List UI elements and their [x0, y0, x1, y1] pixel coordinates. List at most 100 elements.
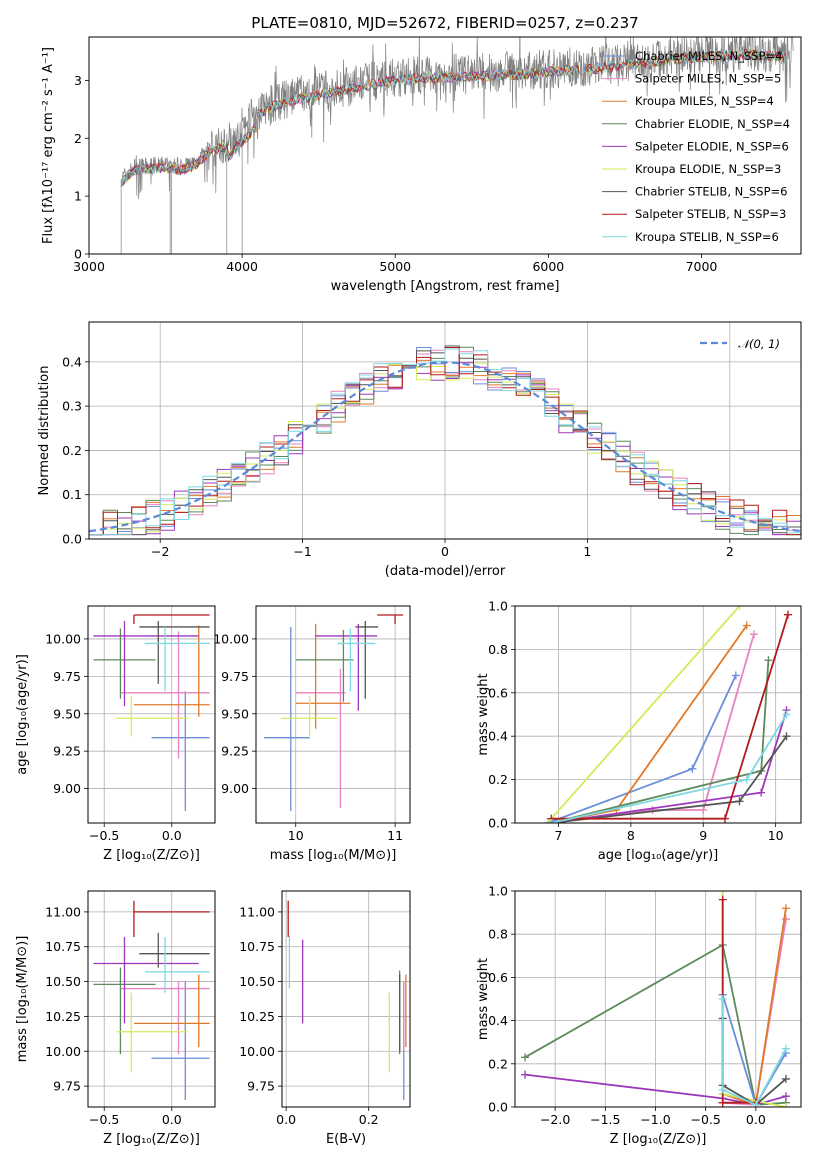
y-tick-label: 9.50: [221, 706, 249, 721]
model-spectrum-line: [121, 50, 786, 187]
y-tick-label: 9.75: [221, 669, 249, 684]
mass-weight-line: [551, 709, 788, 823]
x-tick-label: 0.0: [162, 828, 182, 843]
y-tick-label: 0.2: [488, 772, 508, 787]
mass-weight-line: [551, 624, 748, 823]
legend-label: Chabrier MILES, N_SSP=4: [635, 49, 782, 63]
plus-marker: [751, 1100, 760, 1107]
y-tick-label: 0.0: [62, 532, 82, 547]
y-tick-label: 10.00: [239, 1044, 275, 1059]
y-tick-label: 10.75: [45, 939, 81, 954]
x-tick-label: 0.0: [276, 1112, 296, 1127]
plus-marker: [781, 904, 790, 913]
legend-label: 𝒩(0, 1): [738, 337, 780, 351]
axes-frame: [514, 605, 802, 824]
plus-marker: [742, 621, 751, 630]
y-axis-label: Flux [fλ10⁻¹⁷ erg cm⁻² s⁻¹ A⁻¹]: [41, 47, 56, 244]
x-tick-label: −0.5: [89, 828, 119, 843]
x-tick-label: 0.0: [162, 1112, 182, 1127]
y-tick-label: 10.00: [213, 631, 249, 646]
panel-mass_vs_Z: −0.5 0.0 9.75 10.00 10.25 10.50 10.75 11.00 Z [l…: [15, 890, 216, 1147]
y-tick-label: 9.25: [53, 744, 81, 759]
axes-frame: [87, 890, 216, 1108]
plus-marker: [782, 732, 791, 741]
y-tick-label: 11.00: [239, 904, 275, 919]
x-tick-label: 10: [288, 828, 304, 843]
mass-weight-line: [721, 999, 787, 1106]
y-tick-label: 0.8: [488, 927, 508, 942]
residual-histogram: [89, 348, 801, 536]
mass-weight-line: [721, 899, 756, 1104]
model-spectrum-line: [121, 49, 786, 187]
y-tick-label: 0.1: [62, 487, 82, 502]
x-tick-label: 0: [441, 544, 449, 559]
y-tick-label: 0.4: [488, 1013, 508, 1028]
plus-marker: [781, 915, 790, 924]
legend-label: Kroupa ELODIE, N_SSP=3: [635, 162, 781, 176]
x-tick-label: 7: [554, 828, 562, 843]
plus-marker: [781, 1103, 790, 1107]
x-tick-label: 1: [583, 544, 591, 559]
y-tick-label: 9.75: [247, 1079, 275, 1094]
plus-marker: [718, 1085, 727, 1094]
y-tick-label: 9.50: [53, 706, 81, 721]
y-tick-label: 0.6: [488, 685, 508, 700]
plus-marker: [718, 891, 727, 895]
model-spectrum-line: [121, 49, 786, 187]
plus-marker: [735, 606, 744, 610]
x-tick-label: 3000: [73, 259, 105, 274]
x-tick-label: 6000: [532, 259, 564, 274]
plot-area: [543, 606, 792, 823]
y-tick-label: 9.25: [221, 744, 249, 759]
plus-marker: [718, 895, 727, 904]
y-axis-label: mass [log₁₀(M/M⊙)]: [15, 936, 30, 1063]
plot-area: [89, 345, 801, 536]
plus-marker: [648, 805, 657, 814]
y-tick-label: 0.4: [62, 354, 82, 369]
y-tick-label: 0.0: [488, 816, 508, 831]
plot-area: [263, 614, 404, 812]
panel-age_vs_mass: 10 11 9.00 9.25 9.50 9.75 10.00 mass [log₁₀(M/M…: [213, 605, 411, 863]
x-axis-label: Z [log₁₀(Z/Z⊙)]: [103, 1132, 200, 1147]
plot-area: [93, 900, 210, 1101]
x-tick-label: −2: [151, 544, 169, 559]
x-axis-label: mass [log₁₀(M/M⊙)]: [270, 848, 397, 863]
gaussian-curve: [89, 361, 801, 533]
axes-frame: [88, 36, 802, 255]
mass-weight-line: [721, 994, 787, 1107]
x-tick-label: −1.5: [590, 1112, 620, 1127]
y-tick-label: 0.6: [488, 970, 508, 985]
panel-residuals: −2 −1 0 1 2 0.0 0.1 0.2 0.3 0.4 (data-model)/error…: [37, 321, 802, 579]
axes-frame: [255, 605, 411, 824]
x-axis-label: E(B-V): [326, 1132, 366, 1147]
y-tick-label: 10.25: [45, 1009, 81, 1024]
y-tick-label: 1.0: [488, 884, 508, 899]
x-tick-label: 0.2: [359, 1112, 379, 1127]
y-tick-label: 0.4: [488, 729, 508, 744]
y-tick-label: 0: [74, 247, 82, 262]
y-axis-label: mass weight: [476, 958, 491, 1040]
panel-age_vs_Z: −0.5 0.0 9.00 9.25 9.50 9.75 10.00 Z [log₁₀(Z/Z…: [15, 605, 216, 863]
axes-frame: [87, 605, 216, 824]
x-tick-label: 7000: [686, 259, 718, 274]
x-tick-label: −1.0: [640, 1112, 670, 1127]
x-axis-label: wavelength [Angstrom, rest frame]: [331, 279, 560, 294]
legend-label: Salpeter ELODIE, N_SSP=6: [635, 139, 789, 153]
y-tick-label: 9.75: [53, 669, 81, 684]
plus-marker: [735, 797, 744, 806]
y-tick-label: 0.2: [488, 1056, 508, 1071]
plus-marker: [720, 814, 729, 823]
x-tick-label: 0.0: [746, 1112, 766, 1127]
x-tick-label: 4000: [226, 259, 258, 274]
y-tick-label: 0.8: [488, 642, 508, 657]
plus-marker: [718, 1098, 727, 1107]
axes-frame: [281, 890, 411, 1108]
plus-marker: [521, 1053, 530, 1062]
mass-weight-line: [524, 1073, 787, 1106]
plot-area: [93, 614, 210, 812]
x-tick-label: −2.0: [540, 1112, 570, 1127]
plus-marker: [731, 671, 740, 680]
y-tick-label: 10.50: [45, 974, 81, 989]
x-axis-label: (data-model)/error: [385, 564, 506, 579]
legend-label: Kroupa MILES, N_SSP=4: [635, 94, 774, 108]
